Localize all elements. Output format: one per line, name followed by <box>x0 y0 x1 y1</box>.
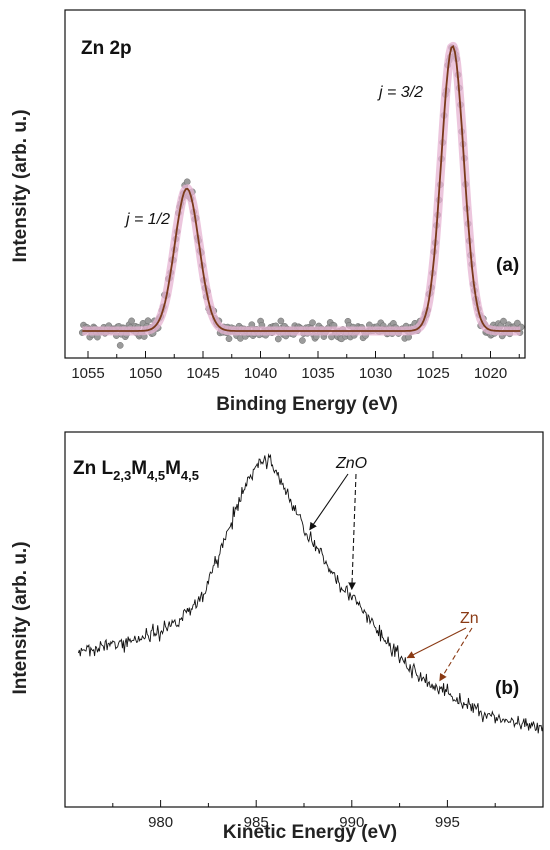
x-tick-label: 990 <box>339 814 364 831</box>
data-point <box>309 319 316 327</box>
panel-b-title-m: M <box>131 458 147 479</box>
zn-arrow <box>406 627 467 659</box>
annotation-zn: Zn <box>460 610 479 627</box>
panel-b-title-m2: M <box>165 458 181 479</box>
panel-a-y-axis-title: Intensity (arb. u.) <box>10 109 31 262</box>
panel-b-annotation-arrows <box>309 473 473 682</box>
panel-b-title: Zn L2,3M4,5M4,5 <box>73 458 199 483</box>
data-point <box>500 317 507 325</box>
annotation-zno: ZnO <box>335 455 367 472</box>
data-point <box>299 337 306 344</box>
x-tick-label: 1040 <box>244 365 277 382</box>
zno-arrow <box>348 473 357 591</box>
x-tick-label: 1020 <box>474 365 507 382</box>
x-tick-label: 985 <box>244 814 269 831</box>
zn-arrow <box>439 627 473 682</box>
x-tick-label: 1035 <box>301 365 334 382</box>
data-point <box>225 335 233 343</box>
panel-b-y-axis-title: Intensity (arb. u.) <box>10 541 31 694</box>
panel-b-x-ticks: 980 985 990 995 <box>112 800 496 831</box>
panel-a-data-layer <box>78 41 525 349</box>
annotation-j-1-2: j = 1/2 <box>124 211 170 228</box>
panel-a: 1055 1050 1045 1040 1035 1030 1025 1020 Zn 2p (… <box>10 9 526 415</box>
panel-b-x-axis-title: Kinetic Energy (eV) <box>223 822 397 843</box>
data-point <box>128 317 135 325</box>
panel-b-title-sub-1: 2,3 <box>113 468 131 483</box>
zno-arrow <box>309 473 349 531</box>
data-point <box>274 335 282 343</box>
data-point <box>183 178 191 186</box>
panel-b-title-sub-3: 4,5 <box>181 468 199 483</box>
panel-a-label: (a) <box>496 255 519 276</box>
panel-a-title: Zn 2p <box>81 38 132 59</box>
data-point <box>144 317 152 325</box>
spectrum-line <box>77 453 544 734</box>
panel-b-plot-area: 980 985 990 995 <box>64 431 544 831</box>
x-tick-label: 1045 <box>186 365 219 382</box>
x-tick-label: 980 <box>148 814 173 831</box>
x-tick-label: 1055 <box>71 365 104 382</box>
panel-a-plot-area: 1055 1050 1045 1040 1035 1030 1025 1020 <box>64 9 526 382</box>
panel-a-x-axis-title: Binding Energy (eV) <box>216 394 398 415</box>
annotation-j-3-2: j = 3/2 <box>377 84 423 101</box>
panel-b-label: (b) <box>495 678 519 699</box>
x-tick-label: 1030 <box>359 365 392 382</box>
data-point <box>277 317 285 325</box>
x-tick-label: 1050 <box>129 365 162 382</box>
panel-b-title-main: Zn L <box>73 458 113 479</box>
panel-b: 980 985 990 995 Zn L2,3M4,5M4,5 (b) ZnO Zn … <box>10 431 544 843</box>
x-tick-label: 995 <box>435 814 460 831</box>
x-tick-label: 1025 <box>416 365 449 382</box>
fit-envelope <box>79 41 524 336</box>
panel-b-title-sub-2: 4,5 <box>147 468 165 483</box>
panel-b-data-layer <box>77 453 544 734</box>
data-point <box>116 342 124 349</box>
panel-a-x-ticks: 1055 1050 1045 1040 1035 1030 1025 1020 <box>71 351 520 382</box>
panel-a-frame <box>64 9 526 359</box>
fit-line <box>82 45 521 332</box>
